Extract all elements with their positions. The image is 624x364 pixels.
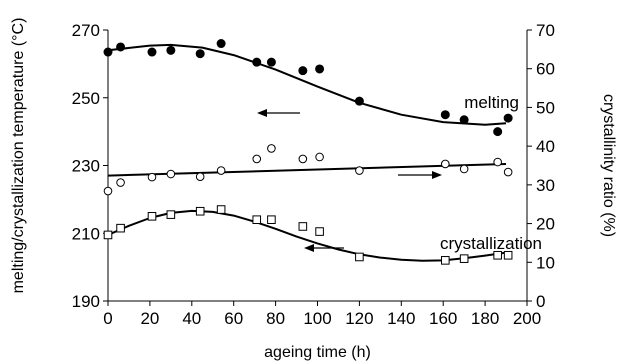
y2-tick-label: 70 [536, 21, 555, 40]
point-crystallinity [216, 166, 226, 175]
annotation-label: melting [464, 93, 519, 112]
point-crystallinity [315, 152, 324, 162]
point-crystallization [298, 222, 308, 231]
point-melting [354, 96, 364, 106]
point-crystallization [166, 210, 176, 219]
point-melting [166, 45, 176, 55]
point-melting [493, 127, 503, 137]
point-crystallinity [147, 172, 157, 182]
x-axis-title: ageing time (h) [264, 344, 371, 361]
point-crystallinity [252, 154, 262, 164]
point-crystallinity [166, 169, 176, 179]
y-axis-left-title: melting/crystallization temperature (°C) [10, 18, 27, 294]
annotations: melting crystallization [257, 93, 542, 253]
y-tick-label: 250 [72, 89, 100, 108]
point-melting [147, 47, 157, 57]
x-tick-label: 180 [471, 309, 499, 328]
x-tick-label: 160 [429, 309, 457, 328]
point-crystallization [103, 230, 113, 240]
point-crystallization [440, 256, 450, 265]
point-melting [252, 57, 262, 67]
y2-tick-label: 60 [536, 60, 555, 79]
point-crystallization [355, 252, 364, 262]
point-melting [440, 110, 450, 120]
x-tick-label: 80 [266, 309, 285, 328]
point-crystallinity [195, 172, 205, 182]
x-tick-label: 20 [140, 309, 159, 328]
x-tick-label: 140 [387, 309, 415, 328]
y-tick-label: 190 [72, 292, 100, 311]
y2-tick-label: 20 [536, 215, 555, 234]
point-crystallization [503, 250, 513, 260]
point-crystallization [195, 206, 205, 216]
y-tick-label: 230 [72, 157, 100, 176]
x-tick-label: 100 [303, 309, 331, 328]
x-tick-label: 60 [224, 309, 243, 328]
y2-tick-label: 0 [536, 292, 545, 311]
annotation-label: crystallization [440, 234, 542, 253]
point-crystallinity [440, 159, 450, 169]
y2-tick-label: 40 [536, 137, 555, 156]
point-crystallization [216, 205, 226, 214]
point-melting [459, 115, 469, 125]
annotation-arrow-right-head [432, 171, 442, 179]
point-crystallinity [103, 186, 113, 196]
point-melting [315, 64, 325, 74]
annotation-arrow-left-head [304, 244, 314, 252]
data-points [103, 39, 513, 265]
y-axis-right-title: crystallinity ratio (%) [600, 94, 617, 237]
y2-tick-label: 30 [536, 176, 555, 195]
y2-tick-label: 50 [536, 98, 555, 117]
y2-tick-label: 10 [536, 253, 555, 272]
point-crystallization [459, 254, 469, 263]
point-crystallization [267, 215, 276, 224]
point-melting [298, 66, 308, 76]
point-crystallization [147, 212, 157, 221]
point-crystallinity [116, 178, 125, 187]
fit-line-melting [107, 43, 507, 126]
x-tick-label: 0 [103, 309, 112, 328]
point-crystallinity [493, 157, 502, 167]
point-melting [195, 49, 205, 59]
point-crystallization [252, 215, 262, 224]
x-tick-label: 40 [182, 309, 201, 328]
point-melting [266, 57, 276, 67]
point-melting [216, 39, 226, 49]
point-crystallinity [355, 166, 364, 175]
point-crystallization [493, 250, 502, 260]
y-tick-label: 210 [72, 224, 100, 243]
point-melting [503, 113, 513, 123]
point-crystallization [315, 227, 324, 236]
point-crystallinity [459, 164, 469, 174]
point-crystallinity [298, 154, 308, 164]
x-tick-label: 200 [513, 309, 541, 328]
point-crystallization [116, 223, 125, 233]
y-tick-label: 270 [72, 21, 100, 40]
point-crystallinity [503, 167, 513, 177]
point-melting [103, 47, 113, 57]
annotation-arrow-left-head [257, 109, 267, 117]
point-melting [116, 42, 126, 52]
ticks: 0 20 40 60 80 100 120 140 160 180 2001902102302502… [72, 21, 555, 328]
x-tick-label: 120 [345, 309, 373, 328]
point-crystallinity [267, 144, 276, 153]
